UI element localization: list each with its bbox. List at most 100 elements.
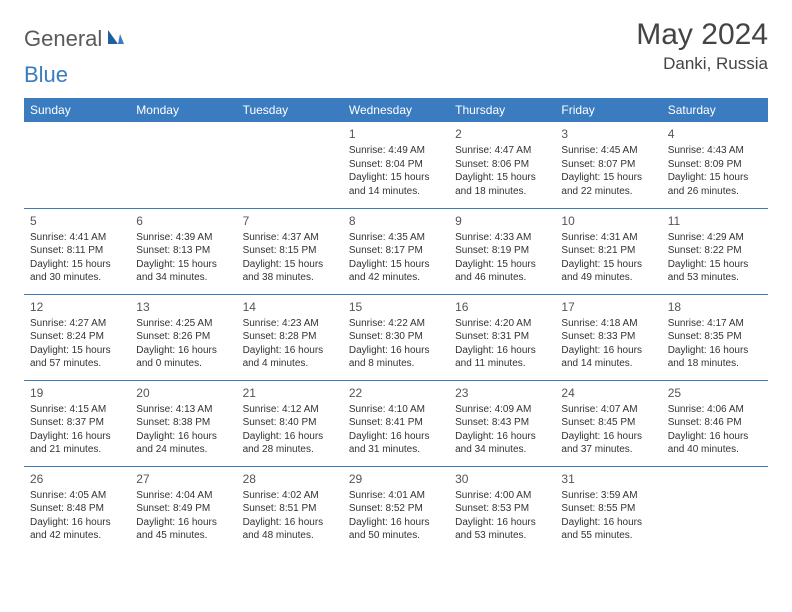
month-title: May 2024 bbox=[636, 18, 768, 52]
sunset-line: Sunset: 8:21 PM bbox=[561, 244, 655, 258]
calendar-week: 19Sunrise: 4:15 AMSunset: 8:37 PMDayligh… bbox=[24, 380, 768, 466]
day-number: 5 bbox=[30, 213, 124, 229]
sunset-line: Sunset: 8:51 PM bbox=[243, 502, 337, 516]
calendar-cell: 25Sunrise: 4:06 AMSunset: 8:46 PMDayligh… bbox=[662, 380, 768, 466]
sunset-line: Sunset: 8:49 PM bbox=[136, 502, 230, 516]
calendar-cell: 1Sunrise: 4:49 AMSunset: 8:04 PMDaylight… bbox=[343, 122, 449, 208]
calendar-week: 5Sunrise: 4:41 AMSunset: 8:11 PMDaylight… bbox=[24, 208, 768, 294]
calendar-cell: 15Sunrise: 4:22 AMSunset: 8:30 PMDayligh… bbox=[343, 294, 449, 380]
title-block: May 2024 Danki, Russia bbox=[636, 18, 768, 74]
calendar-cell: 16Sunrise: 4:20 AMSunset: 8:31 PMDayligh… bbox=[449, 294, 555, 380]
day-number: 28 bbox=[243, 471, 337, 487]
day-number: 12 bbox=[30, 299, 124, 315]
sunrise-line: Sunrise: 4:49 AM bbox=[349, 144, 443, 158]
day-header: Monday bbox=[130, 98, 236, 122]
sunset-line: Sunset: 8:53 PM bbox=[455, 502, 549, 516]
sunrise-line: Sunrise: 4:09 AM bbox=[455, 403, 549, 417]
daylight-line: Daylight: 16 hours and 24 minutes. bbox=[136, 430, 230, 457]
daylight-line: Daylight: 15 hours and 30 minutes. bbox=[30, 258, 124, 285]
day-number: 20 bbox=[136, 385, 230, 401]
day-number: 26 bbox=[30, 471, 124, 487]
sunrise-line: Sunrise: 4:12 AM bbox=[243, 403, 337, 417]
day-header: Thursday bbox=[449, 98, 555, 122]
calendar-week: 1Sunrise: 4:49 AMSunset: 8:04 PMDaylight… bbox=[24, 122, 768, 208]
calendar-table: SundayMondayTuesdayWednesdayThursdayFrid… bbox=[24, 98, 768, 552]
logo: General bbox=[24, 18, 128, 52]
daylight-line: Daylight: 15 hours and 22 minutes. bbox=[561, 171, 655, 198]
daylight-line: Daylight: 15 hours and 42 minutes. bbox=[349, 258, 443, 285]
calendar-cell: 6Sunrise: 4:39 AMSunset: 8:13 PMDaylight… bbox=[130, 208, 236, 294]
daylight-line: Daylight: 16 hours and 14 minutes. bbox=[561, 344, 655, 371]
sunset-line: Sunset: 8:40 PM bbox=[243, 416, 337, 430]
day-number: 11 bbox=[668, 213, 762, 229]
sunrise-line: Sunrise: 4:05 AM bbox=[30, 489, 124, 503]
calendar-cell: 17 Sunrise: 4:18 AMSunset: 8:33 PMDayligh… bbox=[555, 294, 661, 380]
day-number: 18 bbox=[668, 299, 762, 315]
daylight-line: Daylight: 15 hours and 49 minutes. bbox=[561, 258, 655, 285]
sunrise-line: Sunrise: 4:43 AM bbox=[668, 144, 762, 158]
calendar-cell: 26Sunrise: 4:05 AMSunset: 8:48 PMDayligh… bbox=[24, 466, 130, 552]
daylight-line: Daylight: 15 hours and 53 minutes. bbox=[668, 258, 762, 285]
sunrise-line: Sunrise: 4:23 AM bbox=[243, 317, 337, 331]
calendar-cell bbox=[24, 122, 130, 208]
sunrise-line: Sunrise: 3:59 AM bbox=[561, 489, 655, 503]
sunrise-line: Sunrise: 4:22 AM bbox=[349, 317, 443, 331]
day-number: 3 bbox=[561, 126, 655, 142]
sunrise-line: Sunrise: 4:20 AM bbox=[455, 317, 549, 331]
sunset-line: Sunset: 8:31 PM bbox=[455, 330, 549, 344]
calendar-cell: 3Sunrise: 4:45 AMSunset: 8:07 PMDaylight… bbox=[555, 122, 661, 208]
sunset-line: Sunset: 8:52 PM bbox=[349, 502, 443, 516]
day-number: 4 bbox=[668, 126, 762, 142]
sunrise-line: Sunrise: 4:35 AM bbox=[349, 231, 443, 245]
calendar-week: 12Sunrise: 4:27 AMSunset: 8:24 PMDayligh… bbox=[24, 294, 768, 380]
daylight-line: Daylight: 16 hours and 45 minutes. bbox=[136, 516, 230, 543]
calendar-cell: 2Sunrise: 4:47 AMSunset: 8:06 PMDaylight… bbox=[449, 122, 555, 208]
sunset-line: Sunset: 8:15 PM bbox=[243, 244, 337, 258]
daylight-line: Daylight: 16 hours and 28 minutes. bbox=[243, 430, 337, 457]
sunset-line: Sunset: 8:33 PM bbox=[561, 330, 655, 344]
calendar-cell: 8Sunrise: 4:35 AMSunset: 8:17 PMDaylight… bbox=[343, 208, 449, 294]
logo-text-blue: Blue bbox=[24, 62, 68, 88]
daylight-line: Daylight: 15 hours and 57 minutes. bbox=[30, 344, 124, 371]
day-number: 6 bbox=[136, 213, 230, 229]
day-header-row: SundayMondayTuesdayWednesdayThursdayFrid… bbox=[24, 98, 768, 122]
day-header: Sunday bbox=[24, 98, 130, 122]
sunrise-line: Sunrise: 4:33 AM bbox=[455, 231, 549, 245]
calendar-cell: 20Sunrise: 4:13 AMSunset: 8:38 PMDayligh… bbox=[130, 380, 236, 466]
calendar-cell: 5Sunrise: 4:41 AMSunset: 8:11 PMDaylight… bbox=[24, 208, 130, 294]
sunset-line: Sunset: 8:45 PM bbox=[561, 416, 655, 430]
day-number: 14 bbox=[243, 299, 337, 315]
sunset-line: Sunset: 8:26 PM bbox=[136, 330, 230, 344]
sunrise-line: Sunrise: 4:27 AM bbox=[30, 317, 124, 331]
sunrise-line: Sunrise: 4:18 AM bbox=[561, 317, 655, 331]
sunrise-line: Sunrise: 4:04 AM bbox=[136, 489, 230, 503]
sunrise-line: Sunrise: 4:25 AM bbox=[136, 317, 230, 331]
sunset-line: Sunset: 8:07 PM bbox=[561, 158, 655, 172]
sunrise-line: Sunrise: 4:47 AM bbox=[455, 144, 549, 158]
calendar-cell: 28Sunrise: 4:02 AMSunset: 8:51 PMDayligh… bbox=[237, 466, 343, 552]
calendar-cell: 7Sunrise: 4:37 AMSunset: 8:15 PMDaylight… bbox=[237, 208, 343, 294]
calendar-cell: 22Sunrise: 4:10 AMSunset: 8:41 PMDayligh… bbox=[343, 380, 449, 466]
calendar-body: 1Sunrise: 4:49 AMSunset: 8:04 PMDaylight… bbox=[24, 122, 768, 552]
day-number: 10 bbox=[561, 213, 655, 229]
day-number: 17 bbox=[561, 299, 655, 315]
sunset-line: Sunset: 8:30 PM bbox=[349, 330, 443, 344]
calendar-cell: 4 Sunrise: 4:43 AMSunset: 8:09 PMDaylight… bbox=[662, 122, 768, 208]
calendar-cell: 21Sunrise: 4:12 AMSunset: 8:40 PMDayligh… bbox=[237, 380, 343, 466]
sunset-line: Sunset: 8:13 PM bbox=[136, 244, 230, 258]
day-number: 22 bbox=[349, 385, 443, 401]
calendar-week: 26Sunrise: 4:05 AMSunset: 8:48 PMDayligh… bbox=[24, 466, 768, 552]
daylight-line: Daylight: 16 hours and 48 minutes. bbox=[243, 516, 337, 543]
sunset-line: Sunset: 8:24 PM bbox=[30, 330, 124, 344]
daylight-line: Daylight: 15 hours and 26 minutes. bbox=[668, 171, 762, 198]
sunrise-line: Sunrise: 4:01 AM bbox=[349, 489, 443, 503]
calendar-cell: 19Sunrise: 4:15 AMSunset: 8:37 PMDayligh… bbox=[24, 380, 130, 466]
sunset-line: Sunset: 8:22 PM bbox=[668, 244, 762, 258]
calendar-cell: 18Sunrise: 4:17 AMSunset: 8:35 PMDayligh… bbox=[662, 294, 768, 380]
daylight-line: Daylight: 16 hours and 37 minutes. bbox=[561, 430, 655, 457]
calendar-cell: 29Sunrise: 4:01 AMSunset: 8:52 PMDayligh… bbox=[343, 466, 449, 552]
sunrise-line: Sunrise: 4:13 AM bbox=[136, 403, 230, 417]
sunset-line: Sunset: 8:17 PM bbox=[349, 244, 443, 258]
sunset-line: Sunset: 8:09 PM bbox=[668, 158, 762, 172]
calendar-cell: 10Sunrise: 4:31 AMSunset: 8:21 PMDayligh… bbox=[555, 208, 661, 294]
